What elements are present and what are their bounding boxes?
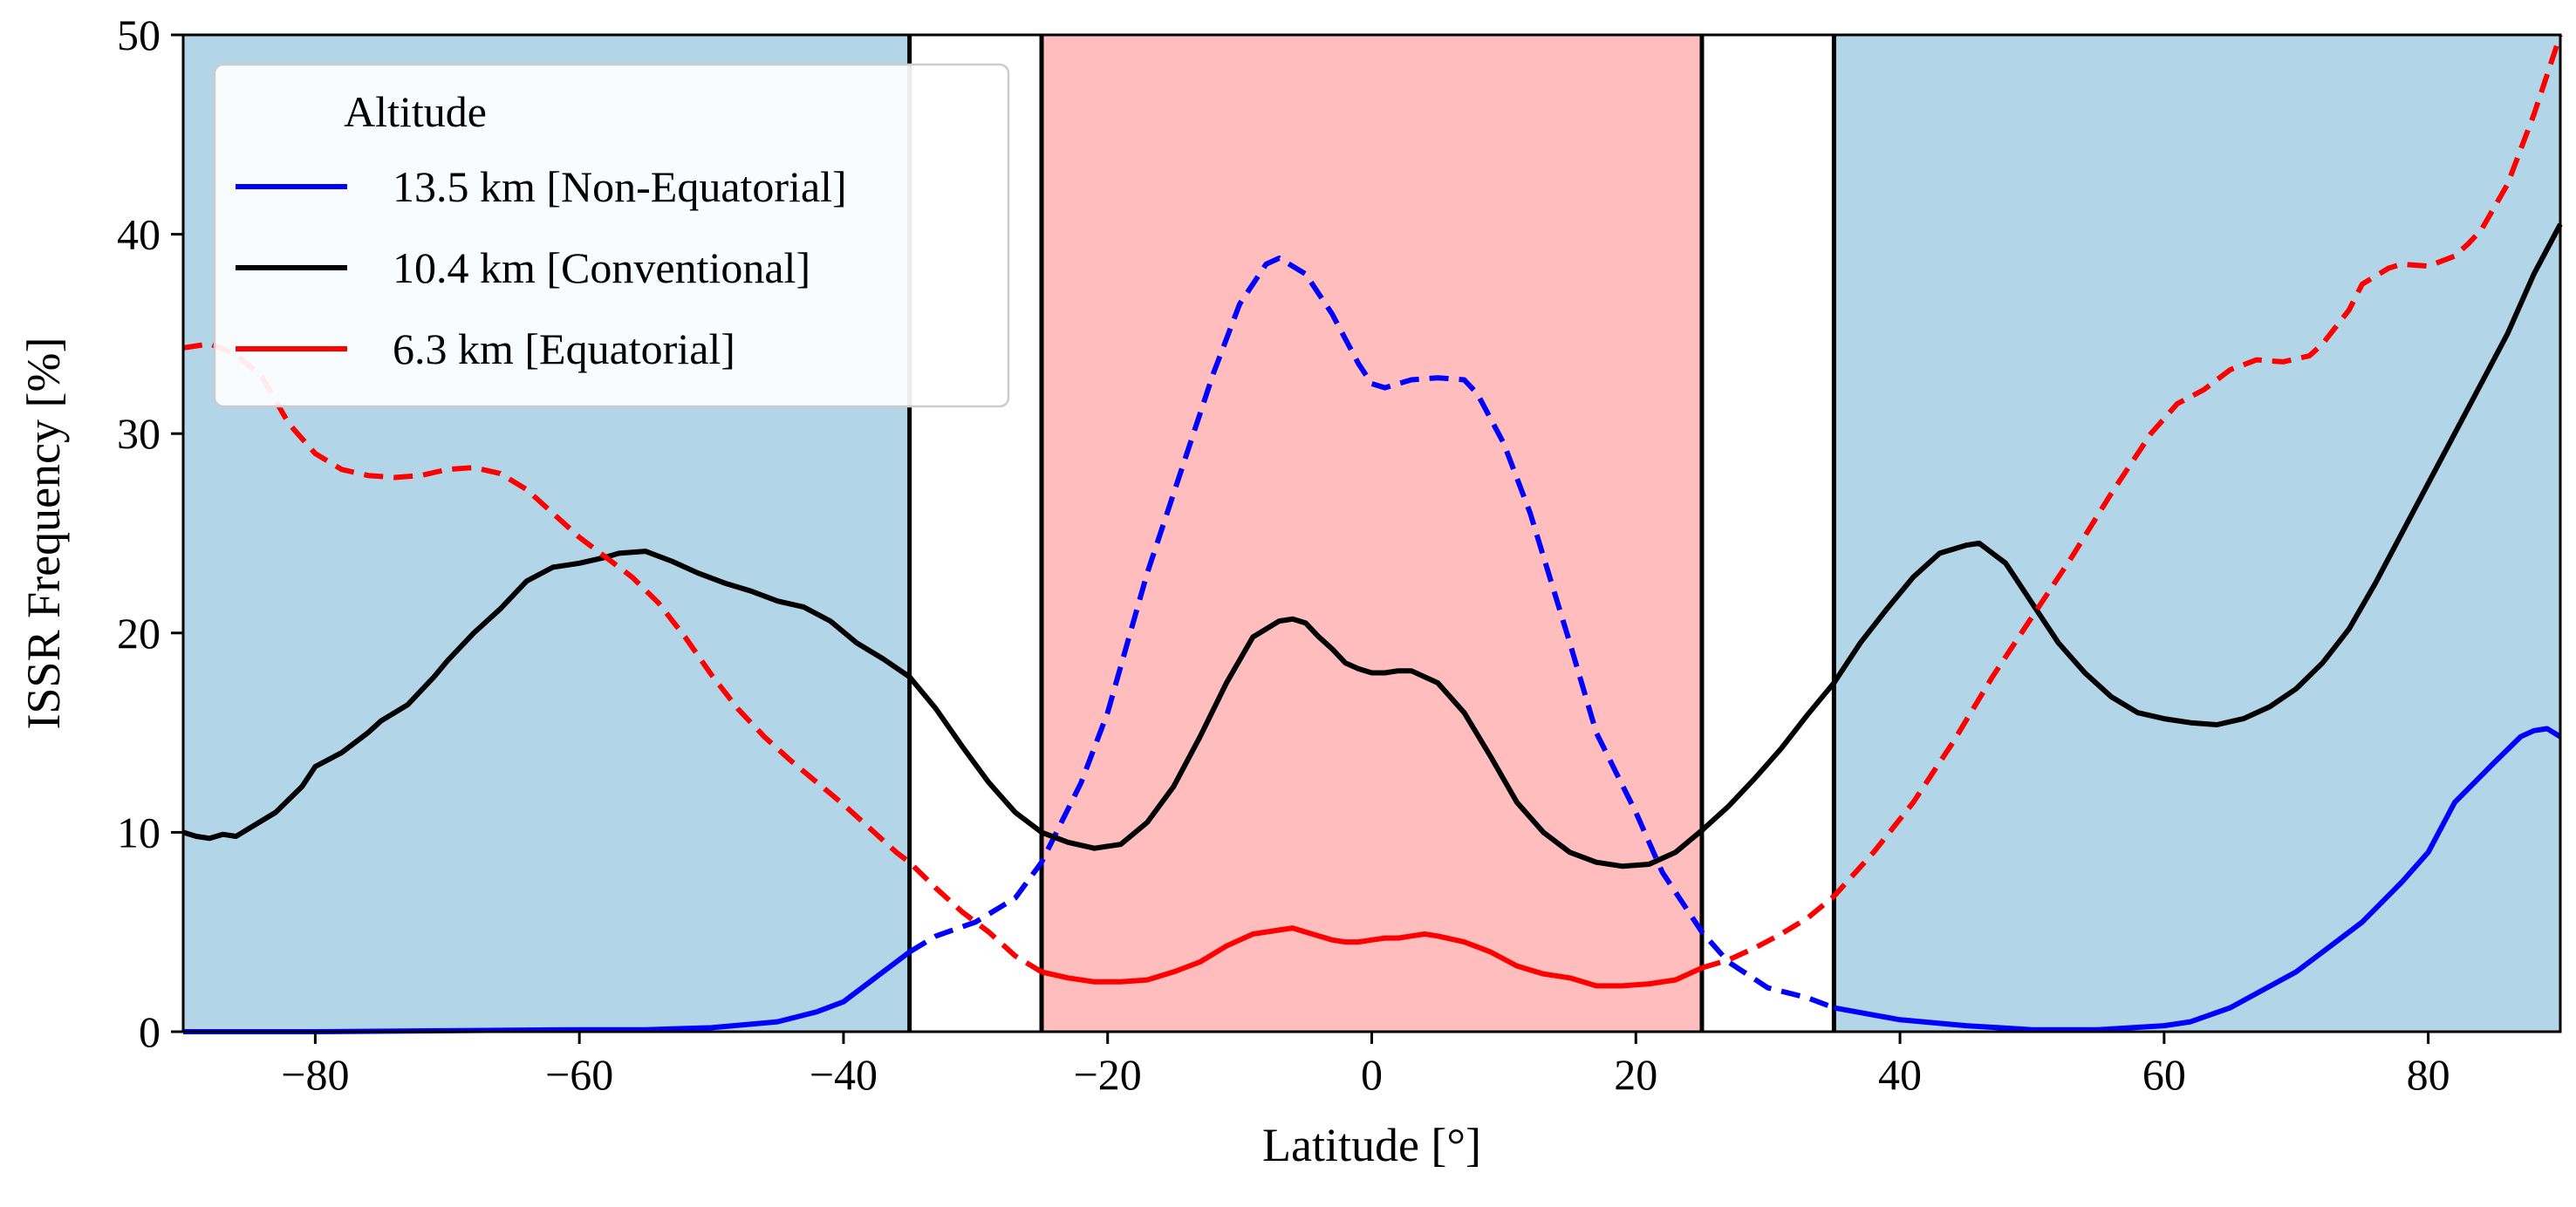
y-tick-label: 10 xyxy=(117,808,161,856)
legend-label: 13.5 km [Non-Equatorial] xyxy=(393,162,847,211)
series-line-0-solid xyxy=(1833,726,2562,1033)
x-tick-label: 20 xyxy=(1614,1050,1657,1099)
series-line-1-solid xyxy=(182,222,2563,869)
region-equatorial xyxy=(1042,35,1702,1032)
legend-label: 10.4 km [Conventional] xyxy=(393,243,810,292)
series-line-2-solid xyxy=(1041,925,1704,989)
x-tick-label: 0 xyxy=(1361,1050,1383,1099)
x-tick-label: −80 xyxy=(281,1050,349,1099)
y-tick-label: 50 xyxy=(117,10,161,59)
y-tick-label: 0 xyxy=(139,1007,161,1056)
legend-box xyxy=(213,63,1010,408)
series-line-2-dashed xyxy=(1701,34,2563,971)
x-tick-label: −60 xyxy=(545,1050,613,1099)
legend-title: Altitude xyxy=(344,87,487,136)
series-line-0-dashed xyxy=(908,256,1835,1011)
series-line-2-dashed xyxy=(182,341,1043,974)
legend: Altitude 13.5 km [Non-Equatorial] 10.4 km… xyxy=(213,63,1010,408)
y-axis-label: ISSR Frequency [%] xyxy=(17,338,70,730)
y-tick-label: 40 xyxy=(117,210,161,259)
legend-label: 6.3 km [Equatorial] xyxy=(393,324,735,373)
x-tick-label: 80 xyxy=(2407,1050,2450,1099)
x-axis-label: Latitude [°] xyxy=(1262,1119,1481,1171)
data-series xyxy=(182,34,2563,1034)
y-tick-label: 20 xyxy=(117,609,161,658)
legend-entries: 13.5 km [Non-Equatorial] 10.4 km [Convent… xyxy=(236,162,847,373)
x-tick-label: 60 xyxy=(2142,1050,2186,1099)
x-tick-label: 40 xyxy=(1878,1050,1922,1099)
axis-ticks: −80 −60 −40 −20 0 20 40 60 80 0 10 20 30 40 50 xyxy=(117,10,2450,1099)
region-non-equatorial-north xyxy=(1834,35,2560,1032)
x-tick-label: −40 xyxy=(810,1050,878,1099)
y-tick-label: 30 xyxy=(117,409,161,458)
x-tick-label: −20 xyxy=(1074,1050,1142,1099)
